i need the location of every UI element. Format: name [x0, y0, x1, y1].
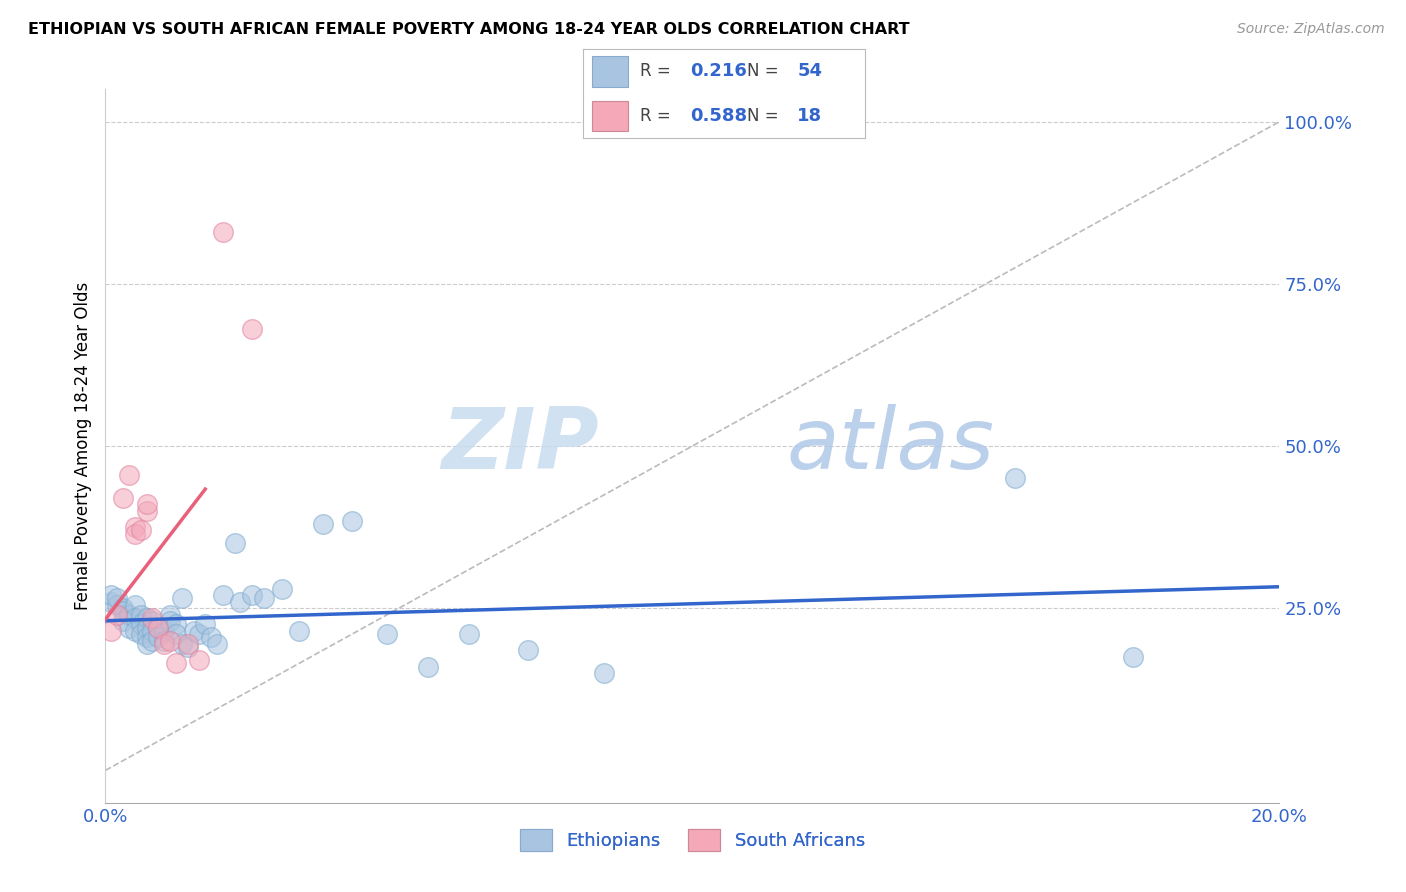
Legend: Ethiopians, South Africans: Ethiopians, South Africans [513, 822, 872, 858]
Point [153, 633, 176, 648]
Point [124, 611, 146, 625]
Point [148, 621, 170, 635]
Point [240, 588, 263, 602]
Point [205, 637, 228, 651]
Point [100, 624, 122, 638]
Bar [592, 56, 628, 87]
Point [112, 614, 135, 628]
Point [253, 591, 276, 606]
Point [418, 659, 440, 673]
Point [112, 604, 135, 618]
Text: R =: R = [640, 107, 676, 125]
Point [148, 621, 170, 635]
Point [129, 607, 152, 622]
Point [176, 640, 198, 654]
Point [112, 491, 135, 505]
Point [100, 588, 122, 602]
Point [165, 657, 187, 671]
Point [170, 637, 193, 651]
Point [118, 607, 141, 622]
Point [153, 637, 176, 651]
Point [129, 617, 152, 632]
Point [458, 627, 481, 641]
Point [176, 637, 198, 651]
Point [183, 624, 205, 638]
Y-axis label: Female Poverty Among 18-24 Year Olds: Female Poverty Among 18-24 Year Olds [73, 282, 91, 610]
Point [135, 497, 157, 511]
Point [118, 621, 141, 635]
Text: 0.216: 0.216 [690, 62, 747, 80]
Point [135, 631, 157, 645]
Text: 18: 18 [797, 107, 823, 125]
Point [240, 322, 263, 336]
Point [188, 627, 211, 641]
Text: R =: R = [640, 62, 676, 80]
Point [165, 617, 187, 632]
Point [517, 643, 540, 657]
Point [375, 627, 398, 641]
Point [311, 516, 333, 531]
Point [153, 624, 176, 638]
Point [188, 653, 211, 667]
Point [159, 633, 181, 648]
Text: 54: 54 [797, 62, 823, 80]
Point [129, 524, 152, 538]
Point [105, 598, 128, 612]
Point [200, 631, 222, 645]
Text: N =: N = [747, 107, 783, 125]
Point [141, 611, 163, 625]
Point [211, 225, 233, 239]
Text: ETHIOPIAN VS SOUTH AFRICAN FEMALE POVERTY AMONG 18-24 YEAR OLDS CORRELATION CHAR: ETHIOPIAN VS SOUTH AFRICAN FEMALE POVERT… [28, 22, 910, 37]
Text: atlas: atlas [786, 404, 994, 488]
Point [129, 627, 152, 641]
Point [194, 617, 217, 632]
Point [135, 621, 157, 635]
Point [159, 607, 181, 622]
Point [148, 631, 170, 645]
Point [112, 601, 135, 615]
Point [124, 520, 146, 534]
Point [288, 624, 311, 638]
Point [124, 624, 146, 638]
Point [105, 591, 128, 606]
Point [105, 607, 128, 622]
Point [135, 637, 157, 651]
Point [340, 514, 363, 528]
Point [159, 614, 181, 628]
Point [100, 595, 122, 609]
Point [141, 624, 163, 638]
Point [229, 595, 252, 609]
Point [165, 627, 187, 641]
Point [211, 588, 233, 602]
Point [141, 614, 163, 628]
Bar [592, 101, 628, 131]
Point [170, 591, 193, 606]
Text: 0.588: 0.588 [690, 107, 748, 125]
Point [1122, 649, 1144, 664]
Point [270, 582, 292, 596]
Point [124, 526, 146, 541]
Point [135, 611, 157, 625]
Text: ZIP: ZIP [441, 404, 599, 488]
Text: N =: N = [747, 62, 783, 80]
Point [141, 633, 163, 648]
Point [118, 468, 141, 483]
Point [593, 666, 616, 681]
Point [135, 504, 157, 518]
Point [124, 598, 146, 612]
Point [1004, 471, 1026, 485]
Point [224, 536, 246, 550]
Text: Source: ZipAtlas.com: Source: ZipAtlas.com [1237, 22, 1385, 37]
